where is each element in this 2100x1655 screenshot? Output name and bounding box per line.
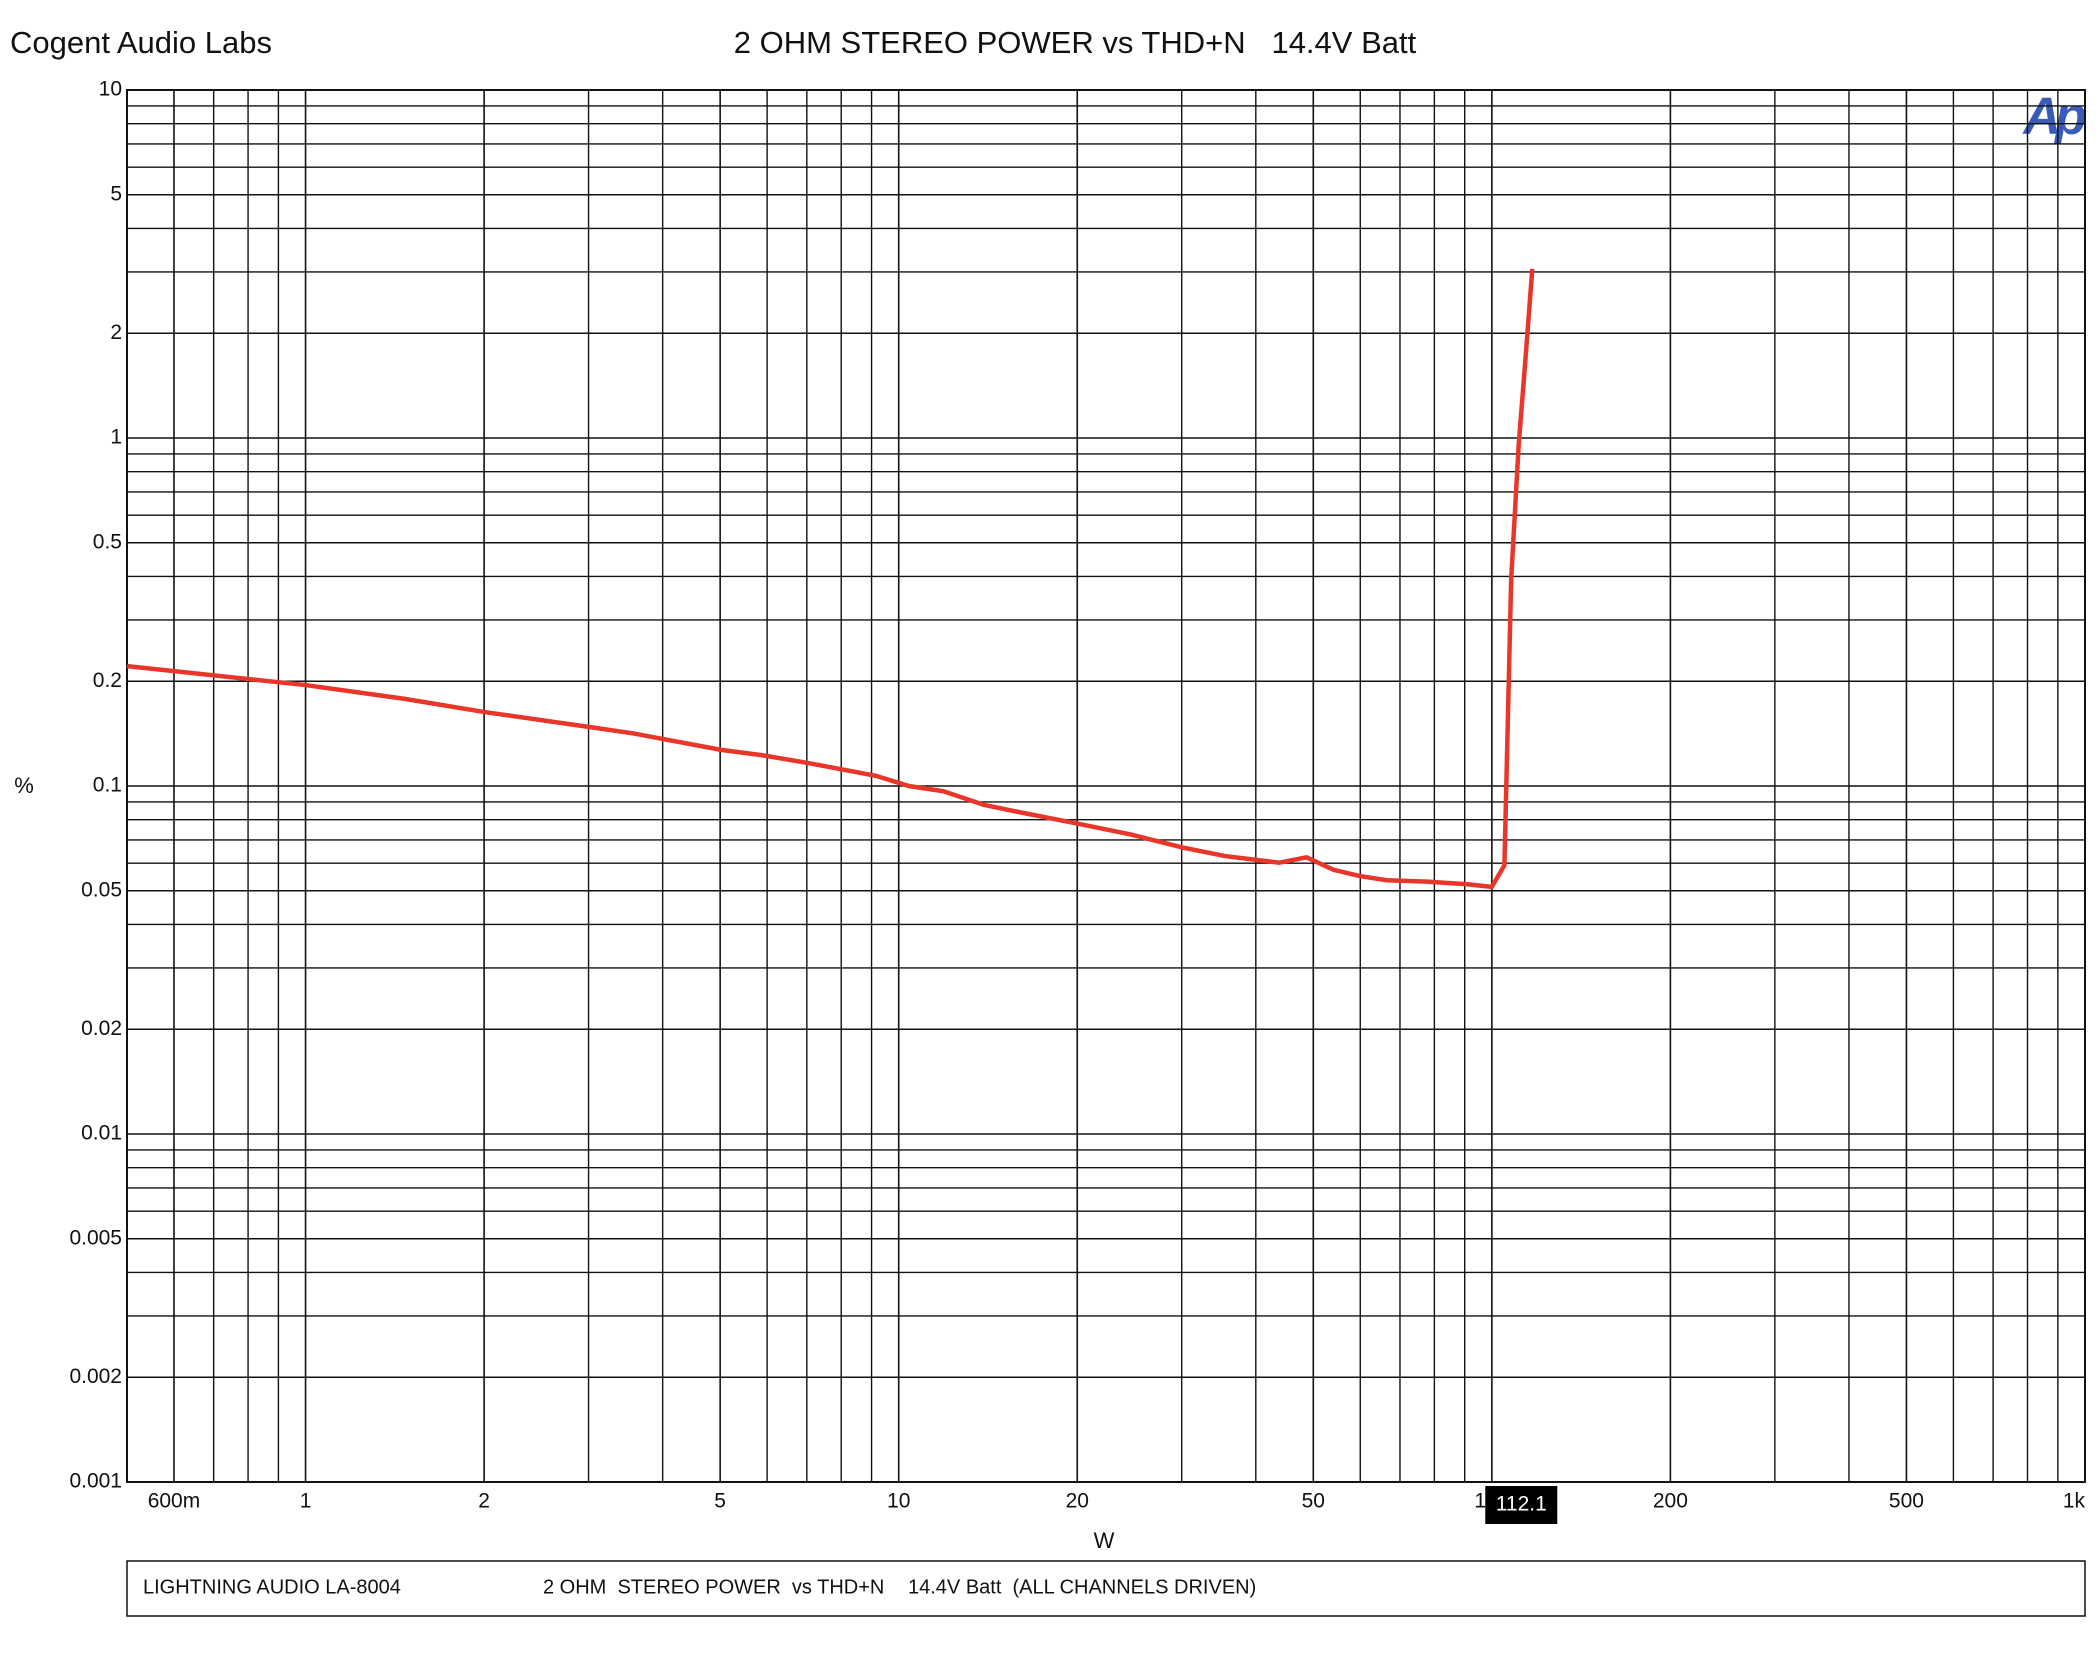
logo: Ap (2021, 88, 2086, 146)
x-tick-label: 1k (2063, 1490, 2086, 1513)
x-tick-label: 500 (1889, 1490, 1924, 1513)
y-tick-label: 0.001 (69, 1470, 122, 1493)
data-line (126, 268, 1535, 890)
x-tick-label: 2 (478, 1490, 490, 1513)
y-tick-label: 0.005 (69, 1226, 122, 1249)
x-tick-label: 50 (1302, 1490, 1325, 1513)
y-tick-label: 0.02 (81, 1017, 122, 1040)
y-tick-label: 5 (110, 182, 122, 205)
y-tick-label: 2 (110, 321, 122, 344)
y-tick-label: 1 (110, 426, 122, 449)
y-tick-label: 0.2 (93, 669, 122, 692)
x-tick-label: 600m (148, 1490, 201, 1513)
chart-title: 2 OHM STEREO POWER vs THD+N 14.4V Batt (734, 25, 1417, 60)
y-axis-label: % (14, 773, 34, 798)
cursor-box (1485, 1486, 1558, 1524)
y-tick-label: 10 (99, 78, 122, 101)
y-tick-label: 0.002 (69, 1365, 122, 1388)
plot-frame (126, 89, 2086, 1483)
footer-text: 14.4V Batt (ALL CHANNELS DRIVEN) (908, 1576, 1256, 1598)
footer-text: LIGHTNING AUDIO LA-8004 (143, 1576, 401, 1598)
y-tick-label: 0.01 (81, 1122, 122, 1145)
x-axis-label: W (1094, 1528, 1115, 1553)
x-tick-label: 5 (714, 1490, 726, 1513)
y-tick-label: 0.05 (81, 878, 122, 901)
footer-box (126, 1560, 2086, 1617)
cursor-label: 112.1 (1496, 1493, 1547, 1516)
footer-text: 2 OHM STEREO POWER vs THD+N (543, 1576, 884, 1598)
x-tick-label: 200 (1653, 1490, 1688, 1513)
x-tick-label: 1 (300, 1490, 312, 1513)
y-tick-label: 0.5 (93, 530, 122, 553)
brand: Cogent Audio Labs (10, 25, 272, 60)
x-tick-label: 10 (887, 1490, 910, 1513)
y-tick-label: 0.1 (93, 774, 122, 797)
x-tick-label: 20 (1066, 1490, 1089, 1513)
